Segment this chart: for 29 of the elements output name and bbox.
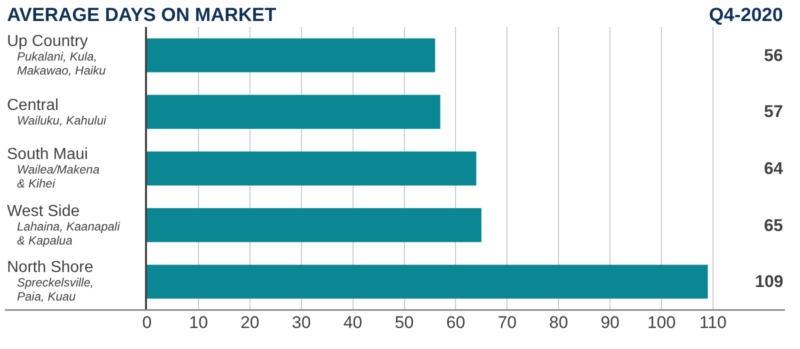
x-tick-label: 80	[549, 313, 568, 332]
bar	[147, 38, 436, 72]
data-label: 65	[764, 216, 783, 235]
x-tick-label: 90	[600, 313, 620, 332]
x-tick-label: 100	[647, 313, 676, 332]
data-label: 109	[755, 272, 784, 291]
data-label: 57	[764, 102, 783, 121]
x-tick-label: 30	[292, 313, 311, 332]
chart-subtitle: Q4-2020	[709, 5, 783, 26]
data-label: 56	[764, 46, 783, 65]
x-tick-label: 20	[240, 313, 260, 332]
bar	[147, 152, 476, 186]
bar	[147, 94, 440, 129]
x-tick-label: 110	[699, 313, 727, 332]
y-tick-label: West Side Lahaina, Kaanapali & Kapalua	[7, 203, 120, 248]
x-tick-label: 10	[188, 313, 208, 332]
x-tick-label: 50	[394, 313, 414, 332]
y-tick-label: Up Country Pukalani, Kula, Makawao, Haiku	[7, 33, 106, 78]
bar	[147, 208, 482, 242]
x-tick-label: 40	[343, 313, 362, 332]
bar	[147, 264, 708, 299]
x-tick-label: 0	[142, 313, 152, 332]
x-tick-label: 70	[498, 313, 517, 332]
y-tick-label: Central Wailuku, Kahului	[7, 97, 106, 128]
y-tick-label: North Shore Spreckelsville, Paia, Kuau	[7, 259, 94, 304]
y-tick-label: South Maui Wailea/Makena & Kihei	[7, 146, 100, 191]
chart-title: AVERAGE DAYS ON MARKET	[7, 5, 277, 26]
data-label: 64	[764, 159, 784, 178]
x-tick-label: 60	[446, 313, 466, 332]
